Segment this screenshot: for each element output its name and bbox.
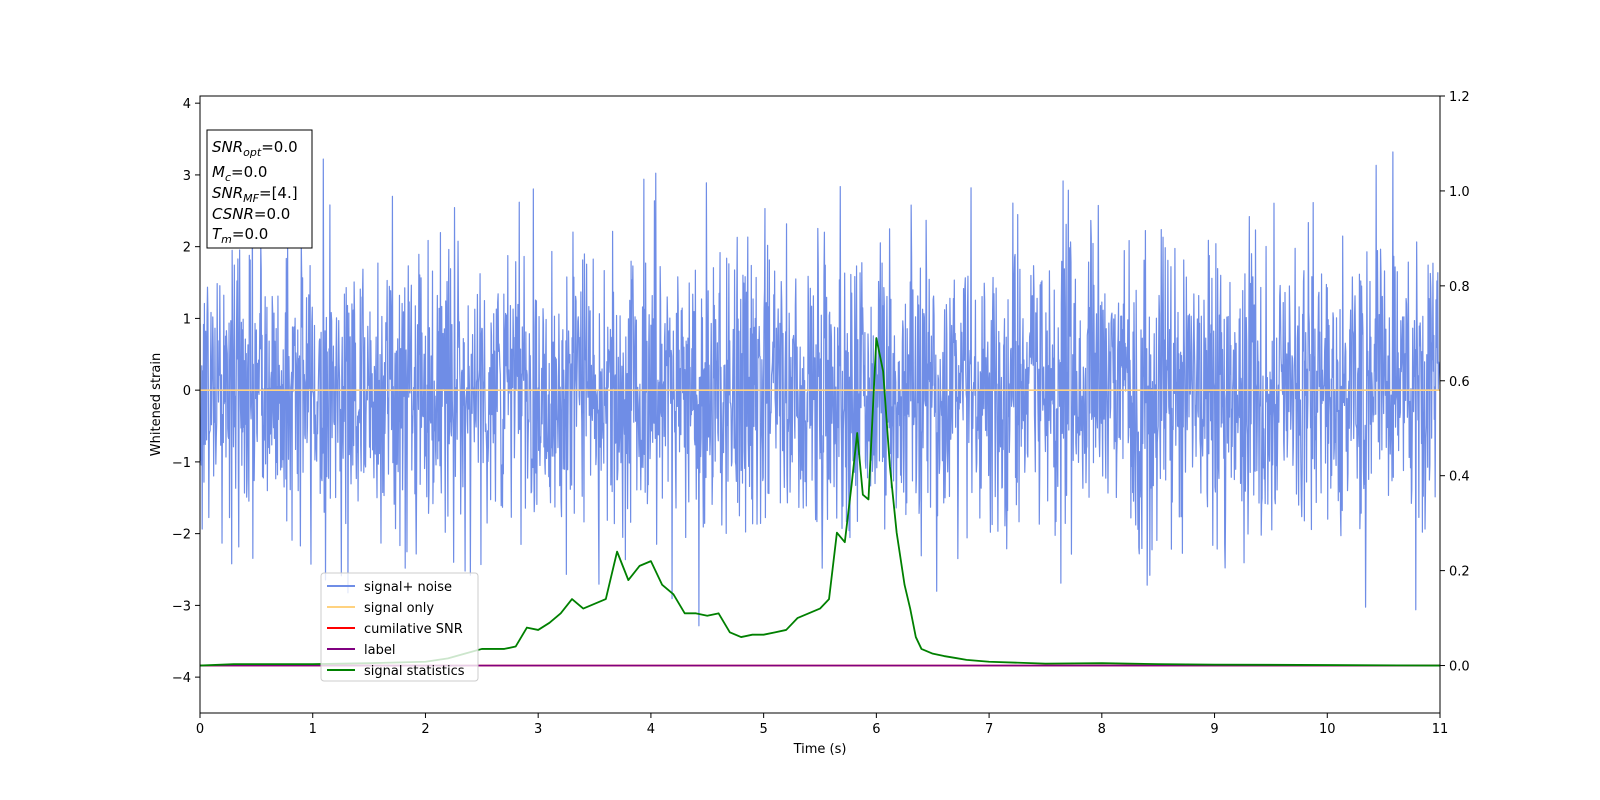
y-tick-label: 2 bbox=[183, 241, 191, 256]
x-tick-label: 7 bbox=[985, 722, 993, 737]
y-tick-label: −4 bbox=[172, 671, 191, 686]
x-tick-label: 5 bbox=[759, 722, 767, 737]
legend-label: cumilative SNR bbox=[364, 622, 463, 637]
x-tick-label: 8 bbox=[1098, 722, 1106, 737]
info-csnr: CSNR=0.0 bbox=[212, 205, 290, 223]
x-tick-label: 9 bbox=[1210, 722, 1218, 737]
legend-frame bbox=[320, 572, 479, 682]
y-tick-label: −1 bbox=[172, 456, 191, 471]
x-tick-label: 1 bbox=[309, 722, 317, 737]
y2-tick-label: 0.2 bbox=[1449, 565, 1470, 580]
x-axis: 0 1 2 3 4 5 6 7 8 9 10 11 bbox=[196, 713, 1448, 737]
x-tick-label: 11 bbox=[1432, 722, 1449, 737]
noise-series-layer bbox=[200, 151, 1440, 627]
x-tick-label: 10 bbox=[1319, 722, 1336, 737]
info-snr-opt: SNRopt=0.0 bbox=[212, 138, 298, 159]
y-axis-label: Whitened strain bbox=[149, 353, 164, 456]
y2-tick-label: 0.6 bbox=[1449, 375, 1470, 390]
info-mc: Mc=0.0 bbox=[212, 163, 267, 184]
y-tick-label: 1 bbox=[183, 312, 191, 327]
y-tick-label: 0 bbox=[183, 384, 191, 399]
info-tm: Tm=0.0 bbox=[212, 225, 268, 246]
legend-label: signal only bbox=[364, 601, 434, 616]
plot-frame bbox=[199, 95, 1441, 714]
y2-tick-label: 0.4 bbox=[1449, 470, 1470, 485]
info-box-frame bbox=[206, 129, 313, 249]
legend-label: label bbox=[364, 643, 395, 658]
y-axis-left: 4 3 2 1 0 −1 −2 −3 −4 bbox=[172, 97, 200, 686]
legend-label: signal statistics bbox=[364, 664, 465, 679]
x-axis-label: Time (s) bbox=[793, 742, 847, 757]
series-signal-plus-noise bbox=[200, 151, 1440, 627]
x-tick-label: 3 bbox=[534, 722, 542, 737]
x-tick-label: 0 bbox=[196, 722, 204, 737]
y2-tick-label: 0.0 bbox=[1449, 660, 1470, 675]
legend-label: signal+ noise bbox=[364, 580, 452, 595]
y-axis-right: 1.2 1.0 0.8 0.6 0.4 0.2 0.0 bbox=[1440, 90, 1470, 675]
x-tick-label: 2 bbox=[421, 722, 429, 737]
series-signal-statistics bbox=[200, 337, 1440, 667]
info-box: SNRopt=0.0 Mc=0.0 SNRMF=[4.] CSNR=0.0 Tm… bbox=[206, 129, 313, 249]
y-tick-label: 4 bbox=[183, 97, 191, 112]
y-tick-label: −3 bbox=[172, 599, 191, 614]
y2-tick-label: 0.8 bbox=[1449, 280, 1470, 295]
y2-tick-label: 1.0 bbox=[1449, 185, 1470, 200]
x-tick-label: 6 bbox=[872, 722, 880, 737]
legend: signal+ noise signal only cumilative SNR la… bbox=[320, 572, 479, 682]
y2-tick-label: 1.2 bbox=[1449, 90, 1470, 105]
y-tick-label: 3 bbox=[183, 169, 191, 184]
y-tick-label: −2 bbox=[172, 528, 191, 543]
x-tick-label: 4 bbox=[647, 722, 655, 737]
info-snr-mf: SNRMF=[4.] bbox=[212, 184, 298, 205]
